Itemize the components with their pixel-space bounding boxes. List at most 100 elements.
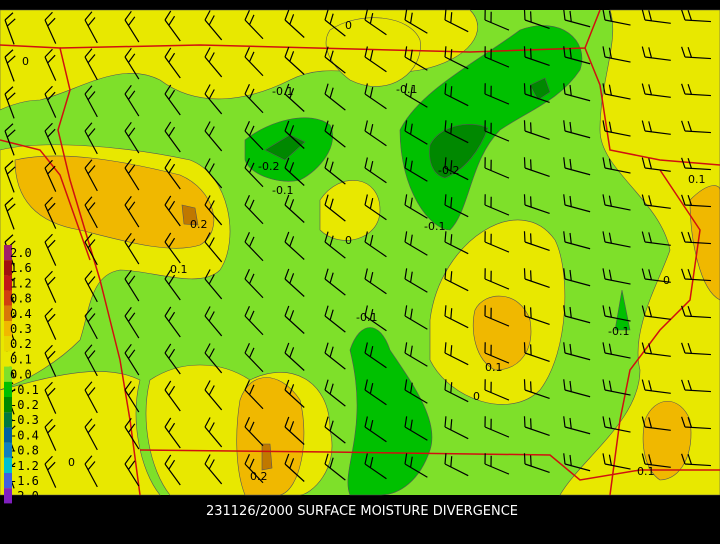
wind-barb <box>444 9 469 33</box>
wind-barb <box>602 194 631 211</box>
wind-barb <box>563 83 591 102</box>
wind-barb <box>404 83 428 108</box>
wind-barb <box>404 120 428 145</box>
wind-barb <box>563 416 591 435</box>
wind-barb <box>602 231 631 248</box>
wind-barb <box>284 342 305 371</box>
wind-barb <box>244 231 264 262</box>
wind-barb <box>523 453 550 474</box>
wind-barb <box>523 157 550 178</box>
wind-barb <box>44 418 57 451</box>
contour-label: 0 <box>345 234 352 247</box>
wind-barb <box>484 9 510 31</box>
wind-barb <box>563 46 591 65</box>
wind-barb <box>641 268 671 283</box>
legend-swatch <box>4 366 12 382</box>
wind-barb <box>444 268 469 292</box>
legend-swatch <box>4 260 12 276</box>
wind-barb <box>681 46 711 60</box>
wind-barb <box>164 195 181 227</box>
wind-barb <box>681 268 711 282</box>
wind-barb <box>641 416 671 431</box>
wind-barb <box>563 379 591 398</box>
wind-barb <box>164 121 181 153</box>
wind-barb <box>124 343 140 376</box>
wind-barb <box>284 231 305 260</box>
contour-label: 0.1 <box>485 361 503 374</box>
wind-barb <box>4 49 16 82</box>
wind-barb <box>204 454 223 485</box>
wind-barb <box>364 9 387 36</box>
wind-barb <box>124 454 140 487</box>
legend-label: 0.2 <box>10 337 32 351</box>
wind-barb <box>124 417 140 450</box>
legend: 2.01.61.20.80.40.30.20.10.0-0.1-0.2-0.3-… <box>4 245 39 504</box>
legend-label: 0.4 <box>10 307 32 321</box>
wind-barb <box>563 342 591 361</box>
wind-barb <box>164 343 181 375</box>
legend-swatch <box>4 488 12 504</box>
wind-barb <box>681 305 711 319</box>
wind-barb <box>404 342 428 367</box>
wind-barb <box>364 231 387 258</box>
legend-swatch <box>4 245 12 261</box>
wind-barb <box>324 268 346 296</box>
legend-swatch <box>4 305 12 321</box>
legend-label: -2.0 <box>10 489 39 503</box>
wind-barb <box>164 10 181 42</box>
wind-barb <box>124 84 140 117</box>
contour-label: 0.1 <box>170 263 188 276</box>
legend-swatch <box>4 336 12 352</box>
wind-barb <box>244 342 264 373</box>
contour-label: -0.2 <box>258 160 279 173</box>
wind-barb <box>124 47 140 80</box>
wind-barb <box>44 159 57 192</box>
legend-label: -1.6 <box>10 474 39 488</box>
wind-barb <box>681 342 711 356</box>
contour-label: 0.1 <box>688 173 706 186</box>
wind-barb <box>84 418 98 451</box>
wind-barb <box>404 379 428 404</box>
wind-barb <box>124 269 140 302</box>
wind-barb <box>284 46 305 75</box>
wind-barb <box>563 120 591 139</box>
legend-label: 1.6 <box>10 261 32 275</box>
wind-barb <box>563 453 591 472</box>
contour-label: 0.2 <box>190 218 208 231</box>
wind-barb <box>204 47 223 78</box>
wind-barb <box>244 268 264 299</box>
wind-barb <box>484 157 510 179</box>
wind-barb <box>444 379 469 403</box>
wind-barb <box>324 379 346 407</box>
wind-barb <box>124 121 140 154</box>
legend-swatch <box>4 397 12 413</box>
legend-swatch <box>4 412 12 428</box>
wind-barb <box>523 83 550 104</box>
wind-barb <box>164 232 181 264</box>
legend-label: -1.2 <box>10 459 39 473</box>
wind-barb <box>84 381 98 414</box>
wind-barb <box>364 416 387 443</box>
wind-barb <box>484 231 510 253</box>
wind-barb <box>284 83 305 112</box>
wind-barb <box>324 231 346 259</box>
contour-label: 0 <box>345 19 352 32</box>
wind-barb <box>244 305 264 336</box>
wind-barb <box>364 379 387 406</box>
wind-barb <box>84 85 98 118</box>
wind-barb <box>284 379 305 408</box>
legend-swatch <box>4 427 12 443</box>
wind-barb <box>681 453 711 467</box>
wind-barb <box>124 306 140 339</box>
wind-barb <box>404 305 428 330</box>
contour-label: -0.1 <box>396 83 417 96</box>
wind-barb <box>284 157 305 186</box>
wind-barb <box>44 307 57 340</box>
wind-barb <box>204 269 223 300</box>
contour-label: -0.1 <box>272 85 293 98</box>
wind-barb <box>84 270 98 303</box>
field <box>0 9 720 496</box>
wind-barb <box>84 344 98 377</box>
wind-barb <box>523 305 550 326</box>
wind-barb <box>484 46 510 68</box>
